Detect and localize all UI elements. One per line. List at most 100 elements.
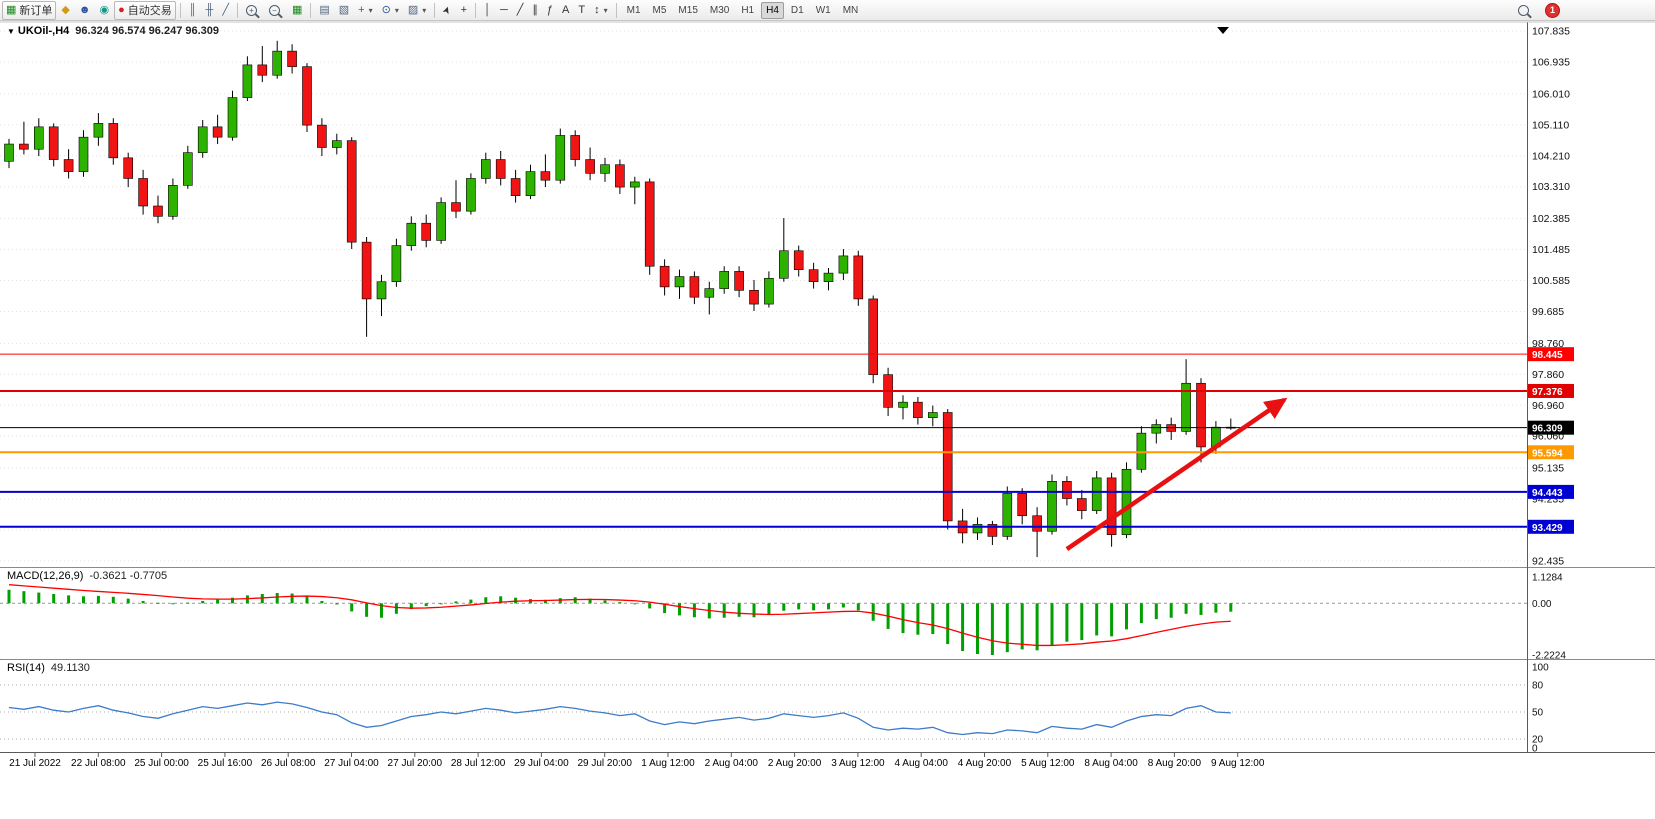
price-tag bbox=[1528, 383, 1574, 398]
zoom-in-sign: + bbox=[249, 5, 254, 15]
trend-arrow[interactable] bbox=[1065, 397, 1288, 551]
macd-bar bbox=[827, 603, 830, 610]
arrows-tool-button[interactable]: ↕ ▾ bbox=[590, 1, 612, 20]
svg-text:95.135: 95.135 bbox=[1532, 463, 1564, 475]
svg-text:106.935: 106.935 bbox=[1532, 56, 1570, 68]
macd-bar bbox=[380, 603, 383, 618]
arrange-charts-icon: ▤ bbox=[319, 3, 330, 16]
candle bbox=[987, 524, 998, 537]
candlestick-chart-button[interactable]: ╫ bbox=[202, 1, 218, 20]
timeframe-m15[interactable]: M15 bbox=[678, 4, 698, 16]
svg-text:95.594: 95.594 bbox=[1532, 448, 1563, 459]
fibonacci-button[interactable]: ƒ bbox=[543, 1, 557, 20]
cursor-button[interactable]: ➤ bbox=[439, 1, 455, 20]
price-tag bbox=[1528, 445, 1574, 460]
candle bbox=[302, 66, 312, 126]
svg-text:2 Aug 20:00: 2 Aug 20:00 bbox=[768, 758, 822, 769]
timeframe-h1[interactable]: H1 bbox=[741, 4, 755, 16]
candle bbox=[376, 281, 387, 300]
chevron-down-icon: ▾ bbox=[394, 5, 399, 15]
template-button[interactable]: ▨ ▾ bbox=[404, 1, 430, 20]
candle bbox=[480, 159, 491, 179]
candle bbox=[585, 159, 595, 174]
timeframe-mn[interactable]: MN bbox=[842, 4, 859, 16]
candle bbox=[644, 181, 655, 267]
horizontal-line-button[interactable]: ─ bbox=[496, 1, 512, 20]
period-button[interactable]: ⊙ ▾ bbox=[378, 1, 403, 20]
macd-bar bbox=[245, 595, 249, 604]
candle bbox=[1136, 432, 1147, 470]
chart-title-expander-icon[interactable]: ▼ bbox=[7, 27, 15, 36]
candle bbox=[257, 64, 268, 76]
timeframe-m5[interactable]: M5 bbox=[652, 4, 667, 16]
macd-panel: 1.1284 0.00 -2.2224 bbox=[0, 573, 1566, 662]
vertical-line-button[interactable]: │ bbox=[480, 1, 495, 20]
candle bbox=[33, 126, 44, 150]
auto-trading-button[interactable]: ● 自动交易 bbox=[114, 0, 176, 20]
timeframe-h4[interactable]: H4 bbox=[761, 1, 784, 19]
accounts-icon: ☻ bbox=[78, 3, 91, 16]
fibonacci-icon: ƒ bbox=[546, 3, 554, 16]
time-axis[interactable]: 21 Jul 2022 22 Jul 08:00 25 Jul 00:00 25 Ju… bbox=[9, 753, 1265, 769]
accounts-button[interactable]: ☻ bbox=[75, 1, 95, 20]
bar-chart-button[interactable]: ║ bbox=[185, 1, 201, 20]
macd-bar bbox=[1110, 603, 1114, 637]
timeframe-d1[interactable]: D1 bbox=[790, 4, 804, 16]
svg-text:29 Jul 04:00: 29 Jul 04:00 bbox=[514, 758, 569, 769]
text-tool-button[interactable]: A bbox=[558, 1, 573, 20]
macd-name: MACD(12,26,9) bbox=[7, 570, 84, 582]
macd-bar bbox=[1080, 603, 1084, 641]
rsi-line bbox=[8, 701, 1231, 736]
candle bbox=[838, 255, 849, 274]
macd-bar bbox=[856, 603, 860, 611]
svg-text:94.443: 94.443 bbox=[1532, 488, 1563, 499]
tile-windows-button[interactable]: ▦ bbox=[288, 1, 306, 20]
candle bbox=[391, 245, 402, 283]
price-tag bbox=[1528, 347, 1574, 362]
community-button[interactable]: ◉ bbox=[95, 1, 113, 20]
svg-text:0: 0 bbox=[1532, 744, 1538, 755]
candle bbox=[778, 250, 789, 279]
new-order-icon: ▦ bbox=[6, 3, 17, 16]
macd-bar bbox=[573, 597, 577, 604]
price-axis[interactable]: 107.835 106.935 106.010 105.110 104.210 103.3… bbox=[1532, 26, 1570, 568]
channel-button[interactable]: ∥ bbox=[528, 1, 542, 20]
candle bbox=[346, 140, 357, 243]
chart-shift-marker[interactable] bbox=[1217, 27, 1229, 34]
timeframe-m30[interactable]: M30 bbox=[709, 4, 730, 16]
panel-frame bbox=[0, 21, 1655, 753]
notification-badge[interactable]: 1 bbox=[1545, 2, 1560, 18]
trendline-button[interactable]: ╱ bbox=[513, 1, 528, 20]
candle bbox=[734, 271, 744, 291]
zoom-out-button[interactable]: − bbox=[265, 1, 287, 20]
crosshair-button[interactable]: + bbox=[457, 1, 471, 20]
candle bbox=[1151, 424, 1162, 434]
price-tag bbox=[1528, 420, 1574, 435]
search-button[interactable] bbox=[1514, 1, 1536, 20]
add-indicator-icon: + bbox=[358, 3, 365, 16]
new-order-button[interactable]: ▦ 新订单 bbox=[2, 0, 57, 20]
line-chart-button[interactable]: ╱ bbox=[218, 1, 233, 20]
macd-bar bbox=[37, 592, 41, 604]
macd-bar bbox=[439, 603, 443, 605]
candle bbox=[495, 159, 506, 179]
market-watch-button[interactable]: ◆ bbox=[57, 1, 73, 20]
rsi-name: RSI(14) bbox=[7, 662, 45, 674]
label-tool-button[interactable]: T bbox=[574, 1, 589, 20]
chevron-down-icon: ▾ bbox=[368, 5, 373, 15]
candle bbox=[138, 178, 148, 207]
arrange-charts-button[interactable]: ▤ bbox=[315, 1, 333, 20]
svg-text:98.760: 98.760 bbox=[1532, 338, 1564, 350]
add-indicator-button[interactable]: + ▾ bbox=[354, 1, 376, 20]
timeframe-m1[interactable]: M1 bbox=[626, 4, 641, 16]
macd-bar bbox=[901, 603, 905, 634]
macd-bar bbox=[1229, 603, 1233, 612]
cascade-charts-button[interactable]: ▧ bbox=[335, 1, 353, 20]
candle bbox=[510, 178, 521, 196]
candle bbox=[93, 123, 104, 138]
hlines[interactable]: 98.445 97.376 96.309 95.594 94.443 93.429 bbox=[0, 347, 1574, 534]
zoom-in-button[interactable]: + bbox=[242, 1, 264, 20]
timeframe-w1[interactable]: W1 bbox=[815, 4, 831, 16]
macd-bar bbox=[1020, 603, 1024, 650]
